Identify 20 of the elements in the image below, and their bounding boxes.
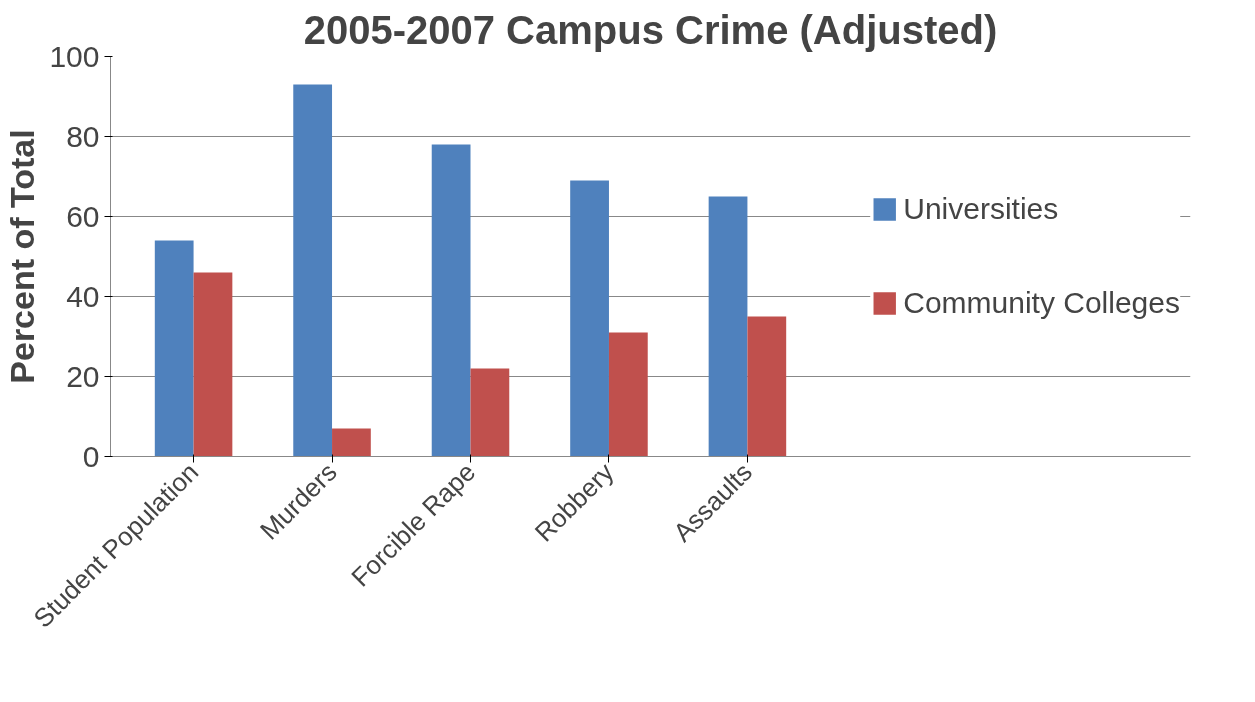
legend-label: Universities <box>903 192 1059 226</box>
bar <box>154 240 194 457</box>
bar <box>431 144 471 457</box>
y-tick-label: 0 <box>82 439 100 473</box>
legend-label: Community Colleges <box>903 286 1180 320</box>
chart-title: 2005-2007 Campus Crime (Adjusted) <box>303 7 998 52</box>
y-tick-label: 100 <box>49 39 100 73</box>
bar <box>570 180 609 457</box>
bar <box>747 316 787 457</box>
bar <box>293 84 333 457</box>
y-tick-label: 60 <box>66 199 100 233</box>
bar <box>708 196 748 457</box>
bar <box>608 332 648 457</box>
y-tick-label: 80 <box>66 119 100 153</box>
y-axis-title: Percent of Total <box>3 129 42 384</box>
y-tick-label: 40 <box>66 279 100 313</box>
bar <box>470 368 510 457</box>
bar <box>332 428 371 457</box>
y-tick-label: 20 <box>66 359 100 393</box>
bar <box>193 272 233 457</box>
